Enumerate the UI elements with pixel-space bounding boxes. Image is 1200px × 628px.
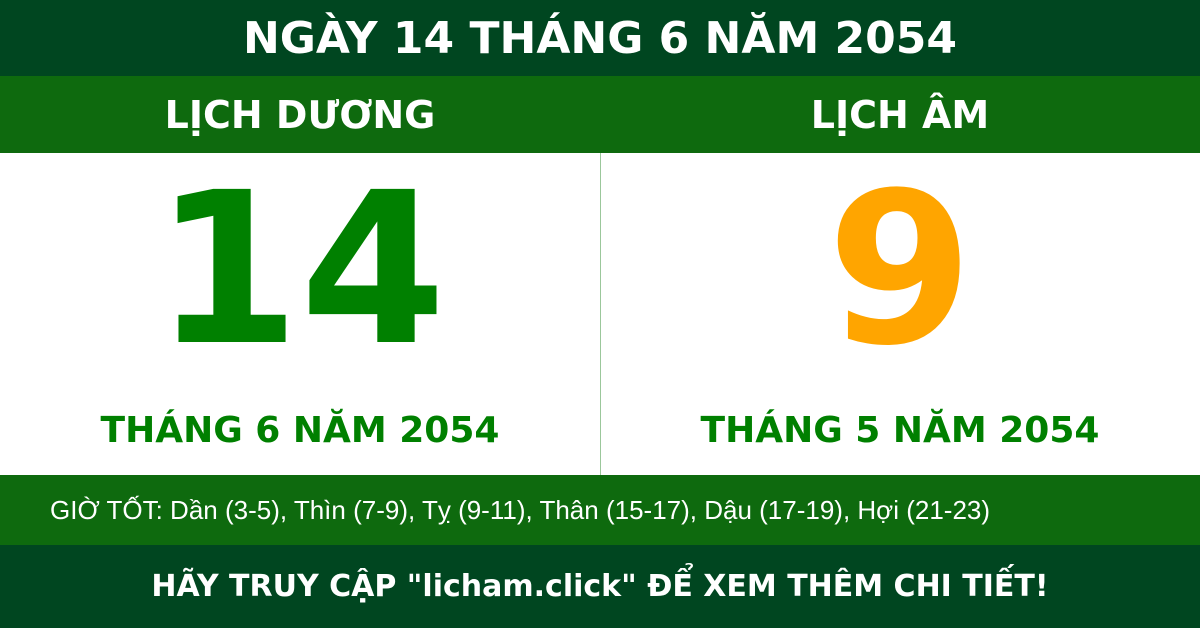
footer-banner: HÃY TRUY CẬP "licham.click" ĐỂ XEM THÊM … bbox=[0, 545, 1200, 628]
lunar-column: 9 THÁNG 5 NĂM 2054 bbox=[600, 153, 1200, 475]
page-title: NGÀY 14 THÁNG 6 NĂM 2054 bbox=[0, 0, 1200, 76]
calendar-headers: LỊCH DƯƠNG LỊCH ÂM bbox=[0, 76, 1200, 153]
lunar-day: 9 bbox=[826, 147, 974, 392]
solar-column: 14 THÁNG 6 NĂM 2054 bbox=[0, 153, 600, 475]
lunar-heading: LỊCH ÂM bbox=[810, 92, 990, 137]
solar-day: 14 bbox=[153, 147, 447, 392]
calendar-body: 14 THÁNG 6 NĂM 2054 9 THÁNG 5 NĂM 2054 bbox=[0, 153, 1200, 475]
lunar-month-year: THÁNG 5 NĂM 2054 bbox=[700, 410, 1100, 451]
solar-heading: LỊCH DƯƠNG bbox=[164, 92, 436, 137]
divider bbox=[600, 153, 601, 475]
good-hours: GIỜ TỐT: Dần (3-5), Thìn (7-9), Tỵ (9-11… bbox=[0, 475, 1200, 545]
solar-month-year: THÁNG 6 NĂM 2054 bbox=[100, 410, 500, 451]
